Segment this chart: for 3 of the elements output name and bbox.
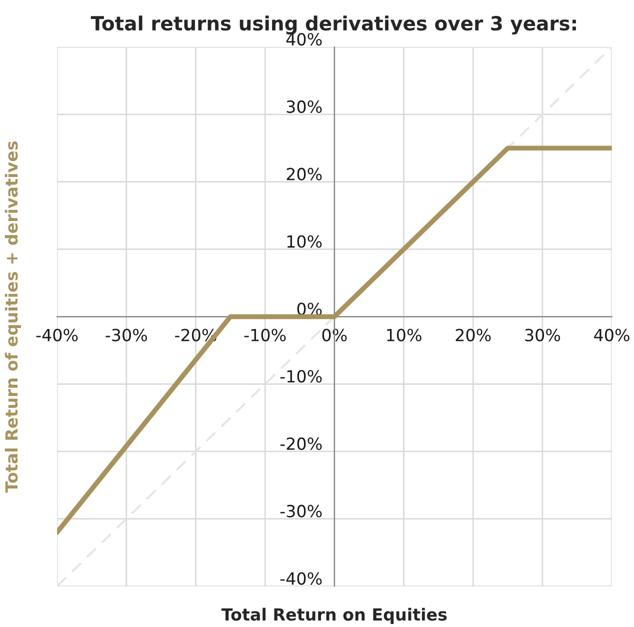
x-axis-title: Total Return on Equities: [221, 608, 447, 624]
y-axis-title: Total Return of equities + derivatives: [4, 141, 21, 493]
y-tick-label: 40%: [286, 32, 322, 46]
